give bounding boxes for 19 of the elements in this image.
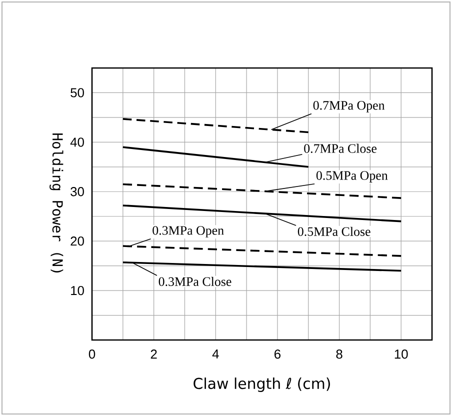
y-tick-label: 40 — [70, 138, 84, 147]
series-label: 0.5MPa Close — [298, 226, 370, 236]
x-tick-label: 4 — [212, 350, 219, 358]
series-label: 0.7MPa Open — [313, 101, 385, 112]
y-tick-label: 20 — [70, 236, 84, 246]
x-tick-label: 6 — [274, 350, 280, 359]
x-tick-label: 8 — [336, 350, 342, 359]
series-label: 0.3MPa Open — [152, 226, 224, 238]
x-axis-title: Claw length ℓ (cm) — [194, 378, 330, 392]
series-label: 0.3MPa Close — [158, 276, 232, 286]
x-tick-label: 10 — [394, 350, 408, 359]
x-tick-label: 2 — [150, 350, 157, 359]
y-tick-label: 50 — [70, 88, 84, 98]
series-label: 0.5MPa Open — [316, 171, 388, 182]
y-tick-label: 30 — [70, 187, 84, 196]
series-label: 0.7MPa Close — [304, 144, 377, 153]
x-tick-label: 0 — [88, 350, 96, 359]
y-tick-label: 10 — [71, 286, 84, 296]
y-axis-title: Holding Power (N) — [50, 134, 64, 272]
